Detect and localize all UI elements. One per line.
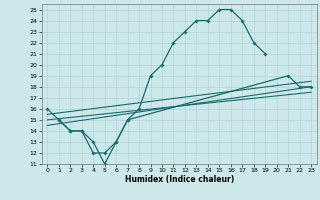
X-axis label: Humidex (Indice chaleur): Humidex (Indice chaleur) — [124, 175, 234, 184]
